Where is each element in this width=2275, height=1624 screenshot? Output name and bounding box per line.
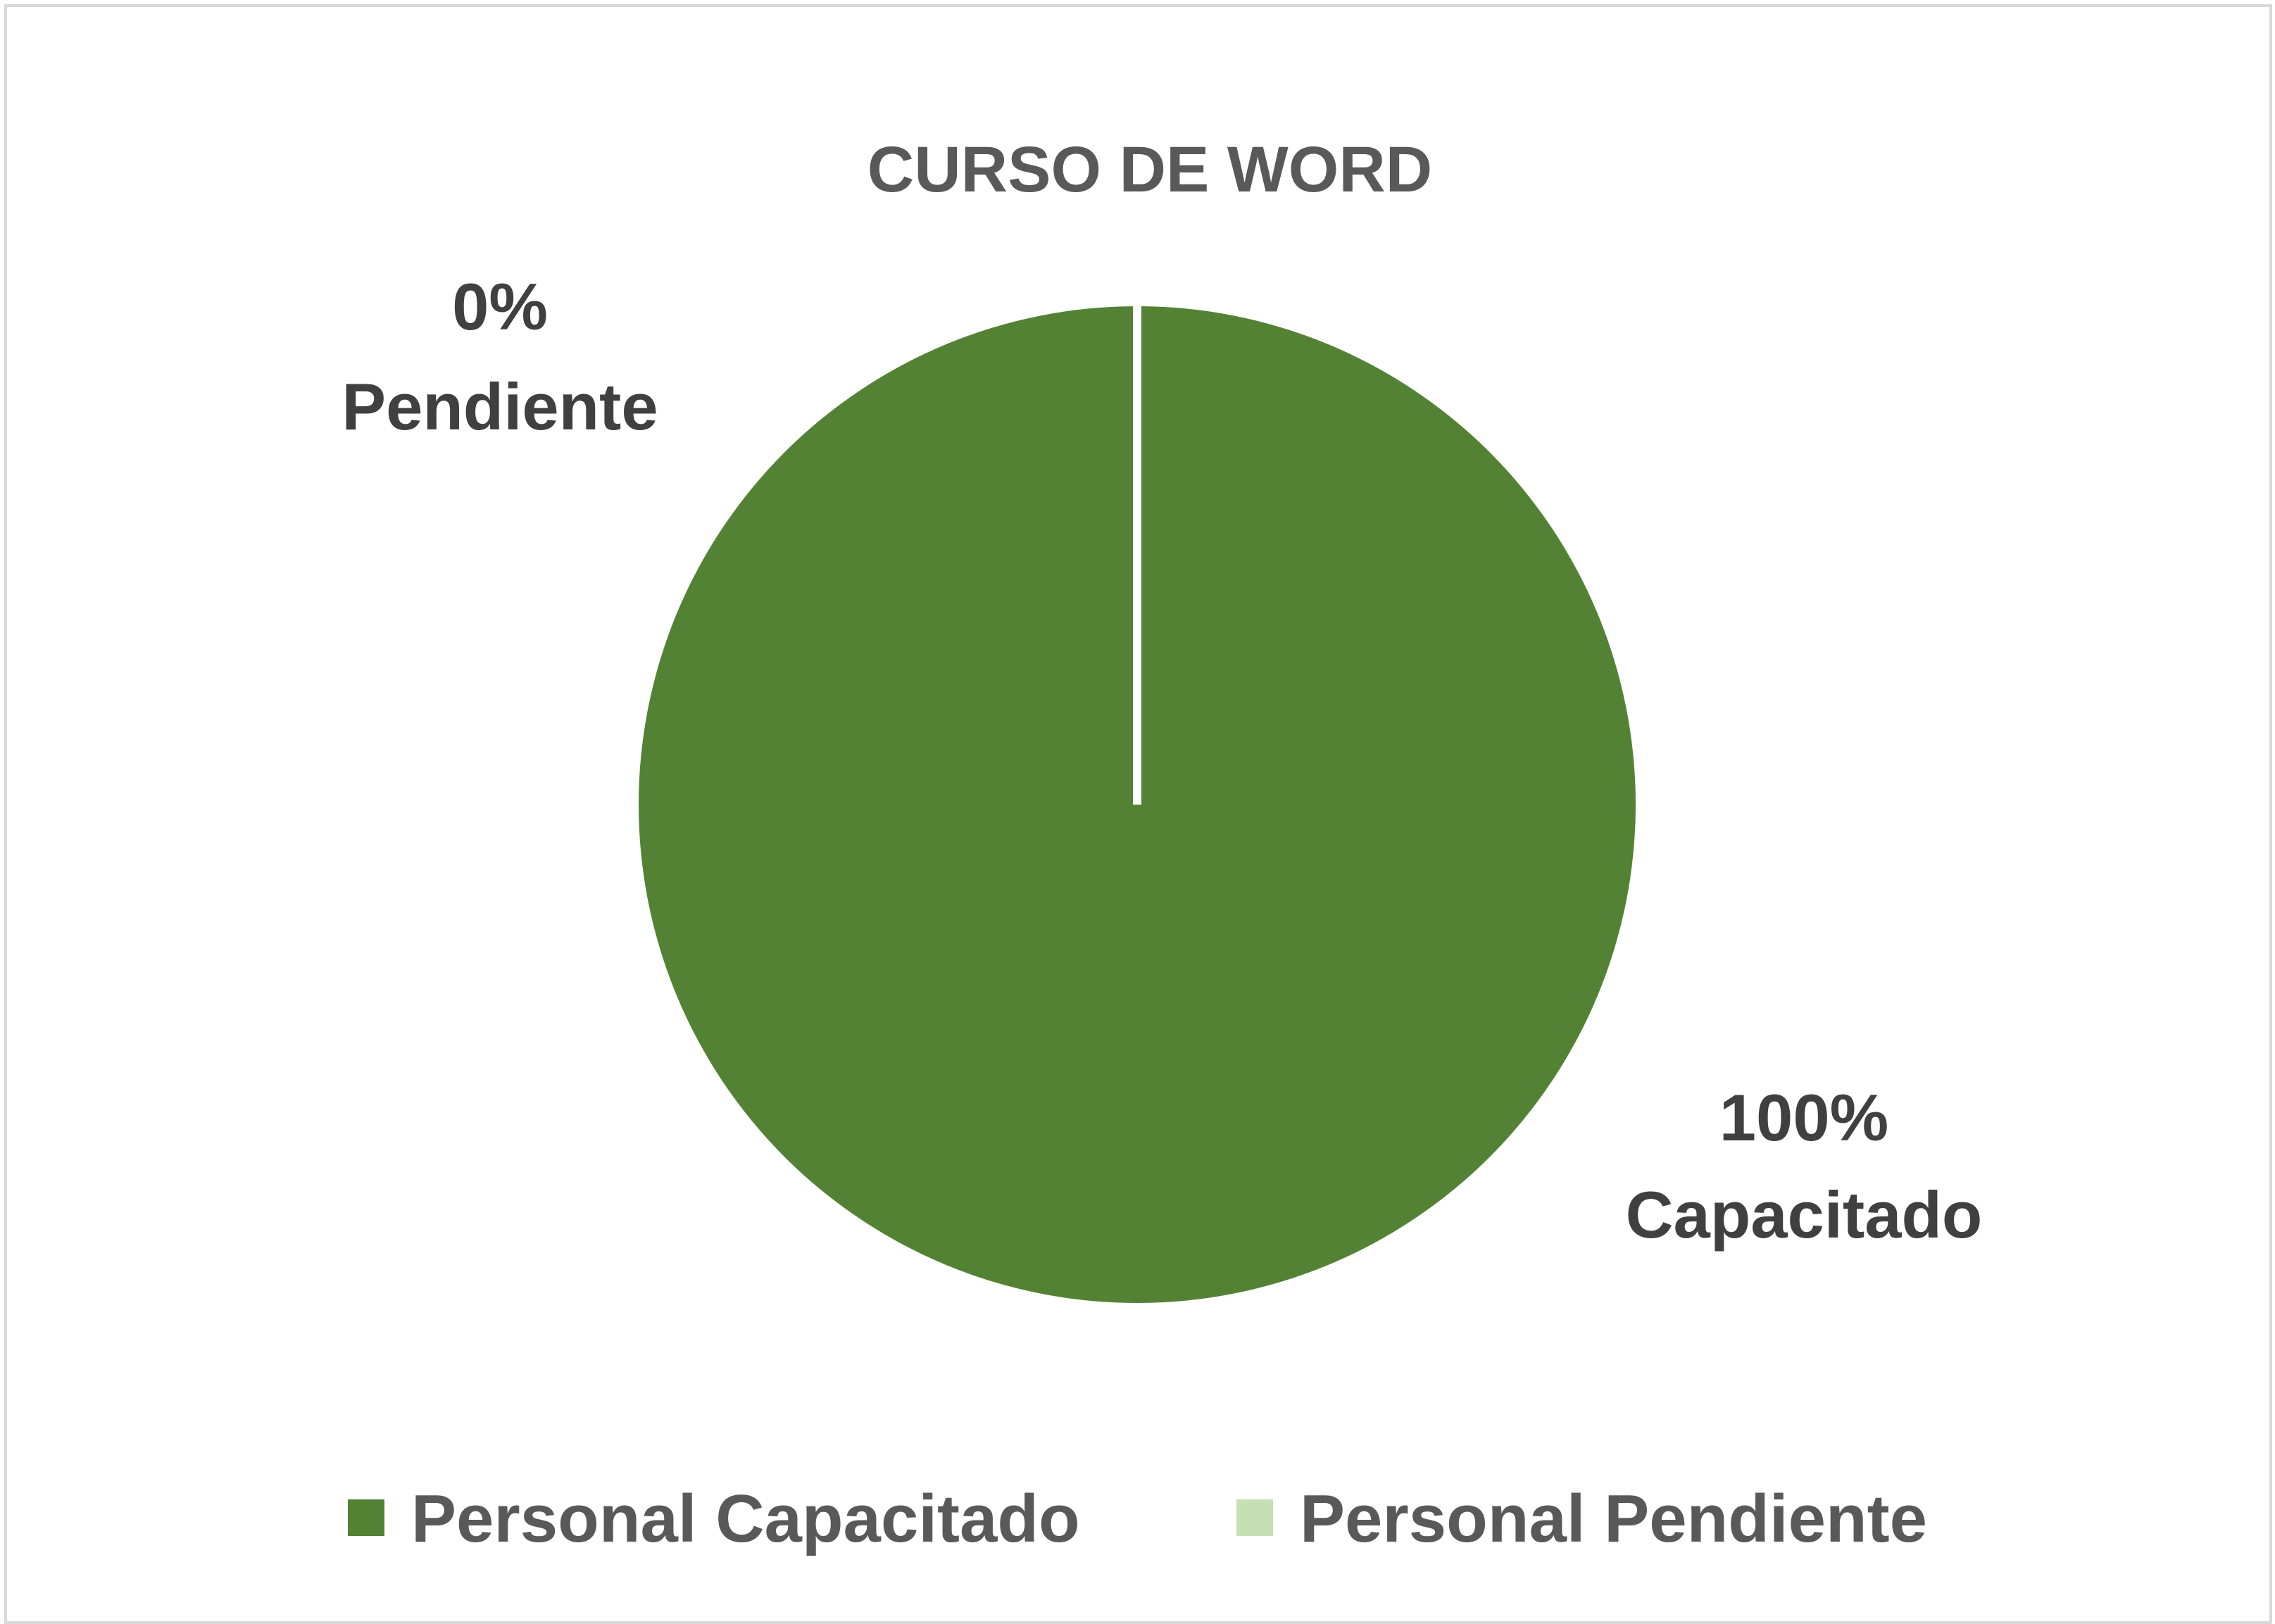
legend-swatch-personal-capacitado xyxy=(348,1499,384,1536)
chart-title: CURSO DE WORD xyxy=(867,134,1432,206)
data-label-pendiente-value: 0% xyxy=(452,270,548,344)
legend-label-personal-capacitado: Personal Capacitado xyxy=(411,1481,1080,1556)
legend-swatch-personal-pendiente xyxy=(1236,1499,1273,1536)
legend-label-personal-pendiente: Personal Pendiente xyxy=(1300,1481,1927,1556)
data-label-capacitado-value: 100% xyxy=(1719,1081,1888,1154)
data-label-pendiente-category: Pendiente xyxy=(341,370,658,443)
pie-slices xyxy=(639,306,1636,1303)
data-label-capacitado-category: Capacitado xyxy=(1626,1178,1983,1252)
